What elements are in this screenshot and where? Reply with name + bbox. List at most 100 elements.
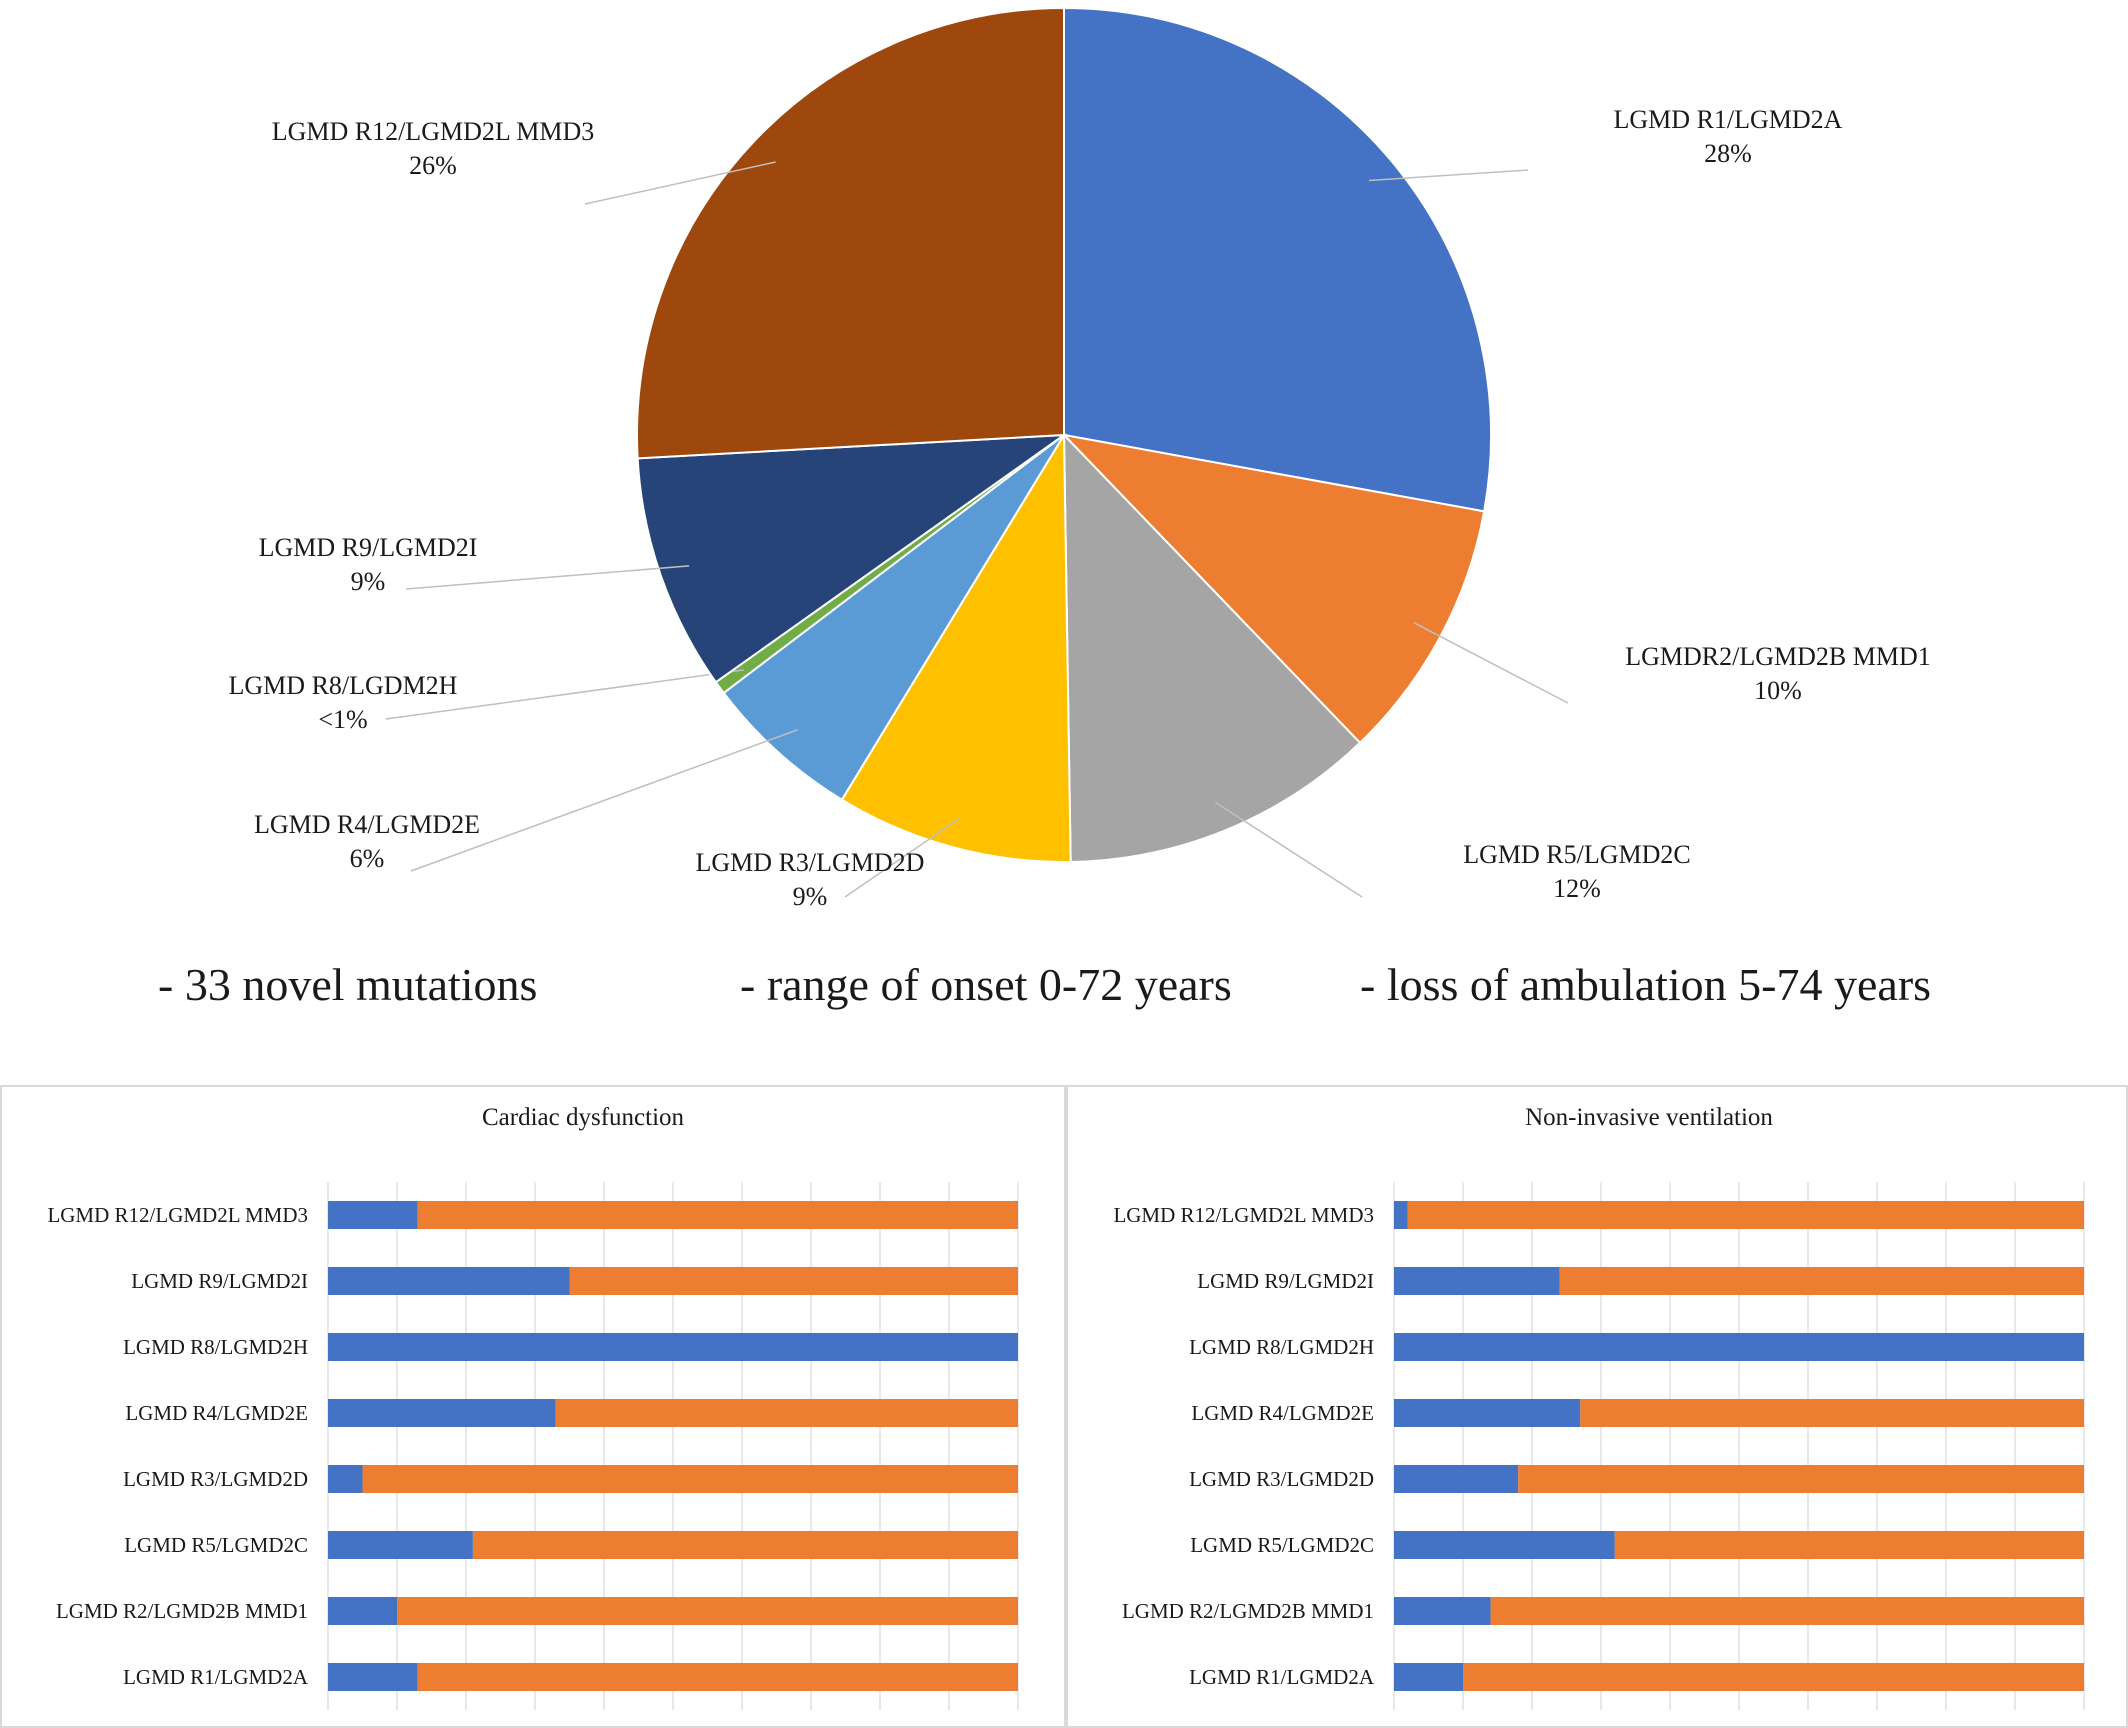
category-label-lgmd-r4-lgmd2e: LGMD R4/LGMD2E [125,1401,308,1425]
category-label-lgmd-r12-lgmd2l-mmd3: LGMD R12/LGMD2L MMD3 [47,1203,308,1227]
pie-label-lgmd-r4-lgmd2e: LGMD R4/LGMD2E [254,810,480,839]
x-tick-label: 90% [1997,1725,2034,1726]
pie-value-lgmd-r5-lgmd2c: 12% [1553,874,1601,903]
pie-slice-lgmd-r4-lgmd2e [722,434,1065,802]
pie-slice-lgmd-r9-lgmd2i [636,433,1068,684]
x-tick-label: 90% [931,1725,968,1726]
x-tick-label: 100% [995,1725,1042,1726]
category-label-lgmd-r1-lgmd2a: LGMD R1/LGMD2A [123,1665,309,1689]
bar-segment-lgmd-r2-lgmd2b-mmd1-series-1 [1394,1597,1491,1625]
x-tick-label: 60% [724,1725,761,1726]
bar-segment-lgmd-r12-lgmd2l-mmd3-series-1 [328,1201,418,1229]
x-tick-label: 60% [1790,1725,1827,1726]
x-tick-label: 50% [655,1725,692,1726]
leader-line-lgmd-r12-lgmd2l-mmd3 [584,161,776,205]
leader-line-lgmd-r4-lgmd2e [410,728,799,872]
pie-chart: LGMD R1/LGMD2A 28% LGMDR2/LGMD2B MMD1 10% LG… [229,6,1931,911]
category-label-lgmd-r1-lgmd2a: LGMD R1/LGMD2A [1189,1665,1375,1689]
chart-title: Cardiac dysfunction [482,1104,685,1131]
x-tick-label: 30% [517,1725,554,1726]
leader-line-lgmd-r8-lgdm2h [385,669,744,720]
pie-slice-lgmd-r1-lgmd2a [1063,6,1492,513]
leader-line-lgmd-r5-lgmd2c [1214,801,1363,898]
pie-value-lgmd-r12-lgmd2l-mmd3: 26% [409,151,457,180]
bar-segment-lgmd-r2-lgmd2b-mmd1-series-1 [328,1597,397,1625]
bar-segment-lgmd-r4-lgmd2e-series-1 [1394,1399,1581,1427]
bar-segment-lgmd-r1-lgmd2a-series-1 [328,1663,418,1691]
bar-segment-lgmd-r9-lgmd2i-series-1 [328,1267,570,1295]
bar-segment-lgmd-r2-lgmd2b-mmd1-series-2 [397,1597,1018,1625]
pie-label-lgmd-r5-lgmd2c: LGMD R5/LGMD2C [1463,840,1691,869]
bar-segment-lgmd-r3-lgmd2d-series-2 [362,1465,1018,1493]
leader-line-lgmd-r1-lgmd2a [1368,169,1529,182]
leader-line-lgmdr2-lgmd2b-mmd1 [1413,622,1569,704]
bar-segment-lgmd-r1-lgmd2a-series-1 [1394,1663,1463,1691]
leader-line-lgmd-r9-lgmd2i [405,565,690,590]
category-label-lgmd-r2-lgmd2b-mmd1: LGMD R2/LGMD2B MMD1 [56,1599,308,1623]
bar-segment-lgmd-r4-lgmd2e-series-1 [328,1399,556,1427]
bar-segment-lgmd-r5-lgmd2c-series-1 [328,1531,473,1559]
category-label-lgmd-r5-lgmd2c: LGMD R5/LGMD2C [1190,1533,1374,1557]
x-tick-label: 70% [793,1725,830,1726]
pie-value-lgmd-r8-lgdm2h: <1% [318,705,367,734]
pie-slice-lgmd-r12-lgmd2l-mmd3 [636,6,1065,460]
stat-ambulation-loss: - loss of ambulation 5-74 years [1360,959,1932,1010]
bar-segment-lgmd-r12-lgmd2l-mmd3-series-2 [1407,1201,2084,1229]
pie-value-lgmdr2-lgmd2b-mmd1: 10% [1754,676,1802,705]
x-tick-label: 20% [448,1725,485,1726]
x-tick-label: 40% [586,1725,623,1726]
bar-segment-lgmd-r4-lgmd2e-series-2 [555,1399,1018,1427]
bar-segment-lgmd-r8-lgmd2h-series-1 [328,1333,1018,1361]
bar-segment-lgmd-r9-lgmd2i-series-1 [1394,1267,1560,1295]
bar-segment-lgmd-r3-lgmd2d-series-1 [328,1465,363,1493]
bar-segment-lgmd-r5-lgmd2c-series-2 [472,1531,1018,1559]
category-label-lgmd-r3-lgmd2d: LGMD R3/LGMD2D [123,1467,308,1491]
bar-segment-lgmd-r12-lgmd2l-mmd3-series-1 [1394,1201,1408,1229]
cardiac-dysfunction-chart: Cardiac dysfunction 0% 10% 20% 30% 40% 50% 60% 7… [47,1104,1042,1726]
stats-row: - 33 novel mutations - range of onset 0-… [0,955,2128,1025]
x-tick-label: 0% [315,1725,342,1726]
bar-segment-lgmd-r5-lgmd2c-series-2 [1614,1531,2084,1559]
x-tick-label: 10% [1445,1725,1482,1726]
category-label-lgmd-r9-lgmd2i: LGMD R9/LGMD2I [131,1269,308,1293]
x-tick-label: 50% [1721,1725,1758,1726]
category-label-lgmd-r8-lgmd2h: LGMD R8/LGMD2H [123,1335,308,1359]
category-label-lgmd-r9-lgmd2i: LGMD R9/LGMD2I [1197,1269,1374,1293]
non-invasive-ventilation-panel: Non-invasive ventilation 0% 10% 20% 30% 40% 50… [1066,1085,2128,1728]
bar-segment-lgmd-r3-lgmd2d-series-2 [1518,1465,2084,1493]
category-label-lgmd-r12-lgmd2l-mmd3: LGMD R12/LGMD2L MMD3 [1113,1203,1374,1227]
pie-slice-lgmd-r5-lgmd2c [1062,432,1362,863]
pie-label-lgmd-r3-lgmd2d: LGMD R3/LGMD2D [696,848,925,877]
category-label-lgmd-r2-lgmd2b-mmd1: LGMD R2/LGMD2B MMD1 [1122,1599,1374,1623]
bar-segment-lgmd-r5-lgmd2c-series-1 [1394,1531,1615,1559]
category-label-lgmd-r5-lgmd2c: LGMD R5/LGMD2C [124,1533,308,1557]
stat-novel-mutations: - 33 novel mutations [158,959,538,1010]
x-tick-label: 40% [1652,1725,1689,1726]
pie-value-lgmd-r1-lgmd2a: 28% [1704,139,1752,168]
pie-label-lgmd-r12-lgmd2l-mmd3: LGMD R12/LGMD2L MMD3 [272,117,595,146]
category-label-lgmd-r3-lgmd2d: LGMD R3/LGMD2D [1189,1467,1374,1491]
bar-segment-lgmd-r12-lgmd2l-mmd3-series-2 [417,1201,1018,1229]
bar-segment-lgmd-r3-lgmd2d-series-1 [1394,1465,1519,1493]
pie-label-lgmdr2-lgmd2b-mmd1: LGMDR2/LGMD2B MMD1 [1625,642,1931,671]
bar-segment-lgmd-r8-lgmd2h-series-1 [1394,1333,2084,1361]
leader-line-lgmd-r3-lgmd2d [844,817,961,898]
bar-segment-lgmd-r9-lgmd2i-series-2 [569,1267,1018,1295]
category-label-lgmd-r8-lgmd2h: LGMD R8/LGMD2H [1189,1335,1374,1359]
x-tick-label: 70% [1859,1725,1896,1726]
x-tick-label: 20% [1514,1725,1551,1726]
category-label-lgmd-r4-lgmd2e: LGMD R4/LGMD2E [1191,1401,1374,1425]
bar-segment-lgmd-r4-lgmd2e-series-2 [1580,1399,2084,1427]
x-tick-label: 0% [1381,1725,1408,1726]
bar-segment-lgmd-r1-lgmd2a-series-2 [417,1663,1018,1691]
cardiac-dysfunction-panel: Cardiac dysfunction 0% 10% 20% 30% 40% 50% 60% 7… [0,1085,1066,1728]
x-tick-label: 80% [1928,1725,1965,1726]
pie-value-lgmd-r9-lgmd2i: 9% [351,567,386,596]
bar-segment-lgmd-r1-lgmd2a-series-2 [1463,1663,2084,1691]
pie-label-lgmd-r1-lgmd2a: LGMD R1/LGMD2A [1614,105,1843,134]
bar-segment-lgmd-r2-lgmd2b-mmd1-series-2 [1490,1597,2084,1625]
x-tick-label: 30% [1583,1725,1620,1726]
pie-slice-lgmd-r3-lgmd2d [840,431,1072,863]
non-invasive-ventilation-chart: Non-invasive ventilation 0% 10% 20% 30% 40% 50… [1113,1104,2108,1726]
x-tick-label: 100% [2061,1725,2108,1726]
